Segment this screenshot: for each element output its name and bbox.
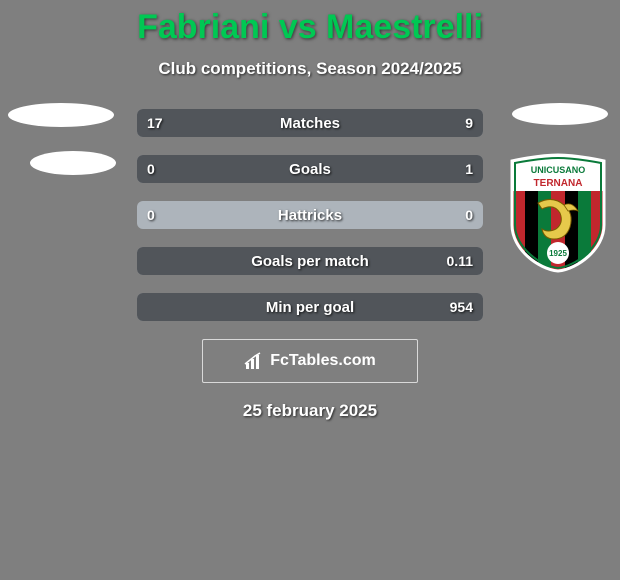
club-badge-ternana: UNICUSANO TERNANA 1925 — [508, 153, 608, 273]
container: Fabriani vs Maestrelli Club competitions… — [0, 0, 620, 580]
stat-row: 00Hattricks — [137, 201, 483, 229]
badge-text-top: UNICUSANO — [531, 165, 586, 175]
brand-label: FcTables.com — [270, 352, 376, 370]
brand-footer[interactable]: FcTables.com — [202, 339, 418, 383]
page-title: Fabriani vs Maestrelli — [0, 0, 620, 47]
badge-text-year: 1925 — [549, 249, 567, 258]
comparison-bars: 179Matches 01Goals 00Hattricks 0.11Goals pe… — [137, 109, 483, 321]
stats-area: UNICUSANO TERNANA 1925 179Matches 01Goals… — [0, 109, 620, 421]
right-player-placeholder — [512, 103, 612, 133]
ellipse-shape — [30, 151, 116, 175]
stat-row: 954Min per goal — [137, 293, 483, 321]
stat-label: Matches — [137, 109, 483, 137]
stat-row: 179Matches — [137, 109, 483, 137]
page-subtitle: Club competitions, Season 2024/2025 — [0, 59, 620, 79]
badge-text-mid: TERNANA — [534, 178, 583, 189]
ellipse-shape — [8, 103, 114, 127]
stat-label: Min per goal — [137, 293, 483, 321]
stat-row: 0.11Goals per match — [137, 247, 483, 275]
stat-row: 01Goals — [137, 155, 483, 183]
footer-date: 25 february 2025 — [0, 401, 620, 421]
shield-icon: UNICUSANO TERNANA 1925 — [508, 153, 608, 273]
stat-label: Goals — [137, 155, 483, 183]
ellipse-shape — [512, 103, 608, 125]
stat-label: Hattricks — [137, 201, 483, 229]
left-player-placeholder — [8, 103, 128, 183]
stat-label: Goals per match — [137, 247, 483, 275]
bar-chart-icon — [244, 351, 264, 371]
